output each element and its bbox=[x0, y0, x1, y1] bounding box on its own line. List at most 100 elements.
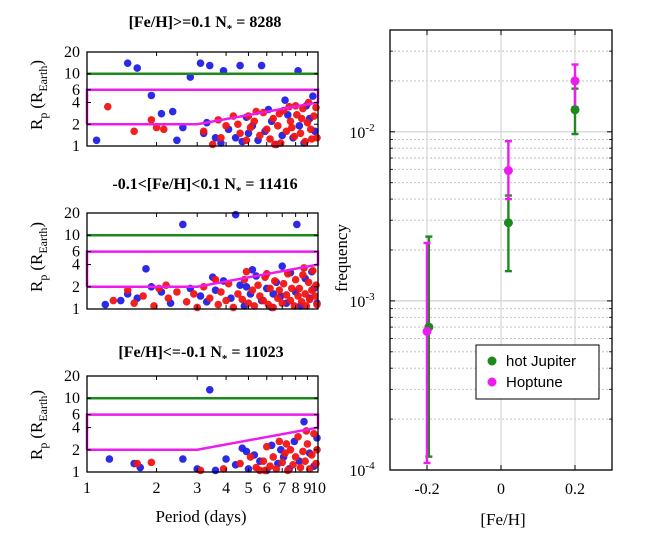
blue-planet-point bbox=[281, 96, 289, 105]
red-planet-point bbox=[217, 133, 225, 142]
red-planet-point bbox=[266, 462, 274, 470]
red-planet-point bbox=[309, 266, 317, 275]
red-planet-point bbox=[275, 437, 284, 446]
xtick-label: 4 bbox=[222, 480, 230, 497]
red-planet-point bbox=[299, 447, 307, 456]
blue-planet-point bbox=[257, 61, 266, 70]
red-planet-point bbox=[275, 109, 284, 118]
blue-planet-point bbox=[278, 262, 287, 271]
red-planet-point bbox=[246, 123, 255, 132]
red-planet-point bbox=[182, 298, 191, 306]
red-planet-point bbox=[283, 269, 292, 278]
red-planet-point bbox=[147, 458, 156, 467]
ytick-label: 2 bbox=[72, 442, 80, 459]
red-planet-point bbox=[270, 277, 279, 285]
blue-planet-point bbox=[173, 136, 181, 145]
red-planet-point bbox=[307, 451, 316, 459]
blue-planet-point bbox=[196, 292, 205, 300]
blue-planet-point bbox=[293, 220, 301, 229]
red-planet-point bbox=[262, 442, 271, 451]
svg-text:Rp(REarth): Rp(REarth) bbox=[27, 60, 50, 130]
panel-frame bbox=[86, 375, 319, 473]
blue-planet-point bbox=[244, 129, 253, 138]
red-planet-point bbox=[250, 117, 259, 126]
red-planet-point bbox=[159, 125, 168, 134]
red-planet-point bbox=[133, 459, 142, 468]
red-planet-point bbox=[266, 284, 274, 293]
red-planet-point bbox=[234, 120, 242, 129]
blue-planet-point bbox=[179, 123, 187, 132]
red-planet-point bbox=[274, 122, 282, 130]
red-planet-point bbox=[294, 432, 302, 441]
red-planet-point bbox=[130, 299, 138, 307]
hoptune-point bbox=[570, 76, 580, 86]
red-planet-point bbox=[147, 116, 156, 124]
red-planet-point bbox=[286, 117, 295, 126]
blue-planet-point bbox=[300, 417, 308, 426]
ytick-label: 10 bbox=[64, 227, 80, 244]
red-planet-point bbox=[242, 136, 251, 145]
xtick-label: 7 bbox=[278, 480, 286, 497]
red-planet-point bbox=[301, 290, 309, 298]
red-planet-point bbox=[281, 449, 289, 457]
red-planet-point bbox=[282, 127, 291, 136]
right-xlabel: [Fe/H] bbox=[480, 510, 525, 529]
panel-frame bbox=[86, 51, 319, 147]
red-planet-point bbox=[217, 288, 225, 296]
red-planet-point bbox=[229, 303, 238, 312]
blue-planet-point bbox=[236, 281, 244, 290]
xtick-label: 5 bbox=[244, 480, 252, 497]
ytick-label: 1 bbox=[72, 464, 80, 481]
xtick-label: 10 bbox=[310, 480, 326, 497]
red-planet-point bbox=[139, 292, 147, 300]
ytick-label: 10-2 bbox=[349, 122, 374, 142]
blue-planet-point bbox=[196, 59, 205, 67]
blue-planet-point bbox=[147, 91, 156, 100]
right-ylabel: frequency bbox=[332, 224, 351, 292]
ytick-label: 10-4 bbox=[349, 460, 375, 480]
panel-2-ylabel: Rp(REarth) bbox=[27, 222, 50, 292]
hot-jupiter-point bbox=[570, 105, 580, 115]
red-planet-point bbox=[290, 132, 299, 141]
xtick-label: 1 bbox=[83, 480, 91, 497]
xtick-label: 0 bbox=[497, 481, 505, 498]
red-planet-point bbox=[303, 440, 312, 448]
ytick-label: 20 bbox=[64, 368, 80, 385]
red-planet-point bbox=[164, 294, 173, 303]
red-planet-point bbox=[261, 466, 269, 475]
red-planet-point bbox=[214, 300, 223, 309]
xtick-label: 0.2 bbox=[565, 481, 585, 498]
red-planet-point bbox=[306, 125, 315, 134]
hoptune-point bbox=[422, 326, 432, 336]
red-planet-point bbox=[297, 114, 306, 123]
hot-jupiter-point bbox=[503, 218, 513, 228]
red-planet-point bbox=[278, 299, 287, 307]
red-planet-point bbox=[272, 465, 281, 473]
red-planet-point bbox=[222, 296, 230, 305]
panel-2-title: -0.1<[Fe/H]<0.1 N* = 11416 bbox=[112, 176, 297, 197]
blue-planet-point bbox=[179, 220, 187, 229]
red-planet-point bbox=[291, 275, 300, 284]
red-planet-point bbox=[269, 303, 278, 312]
red-planet-point bbox=[236, 129, 244, 138]
red-planet-point bbox=[242, 267, 251, 276]
ytick-label: 2 bbox=[72, 279, 80, 296]
legend-label: hot Jupiter bbox=[506, 353, 576, 370]
blue-planet-point bbox=[101, 300, 110, 309]
ytick-label: 10 bbox=[64, 390, 80, 407]
red-planet-point bbox=[301, 457, 309, 466]
blue-planet-point bbox=[123, 59, 132, 67]
red-planet-point bbox=[274, 294, 282, 303]
red-planet-point bbox=[307, 135, 316, 143]
ytick-label: 4 bbox=[72, 420, 80, 437]
svg-text:Rp(REarth): Rp(REarth) bbox=[27, 390, 50, 460]
red-planet-point bbox=[246, 453, 255, 461]
red-planet-point bbox=[304, 278, 313, 287]
blue-planet-point bbox=[242, 447, 251, 456]
red-planet-point bbox=[109, 296, 118, 305]
red-planet-point bbox=[299, 271, 307, 279]
red-planet-point bbox=[234, 290, 242, 298]
